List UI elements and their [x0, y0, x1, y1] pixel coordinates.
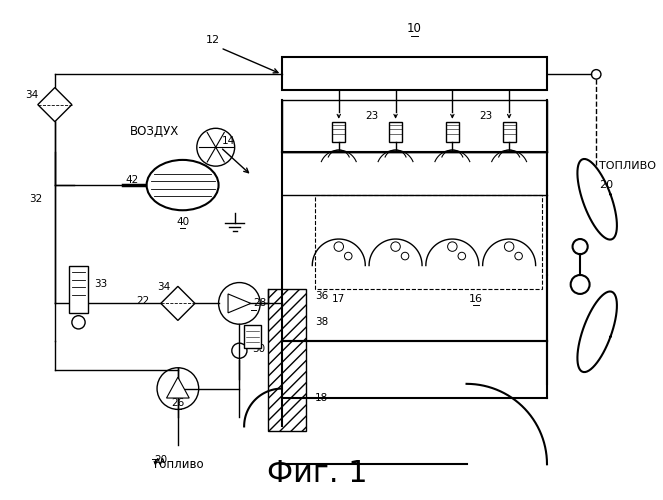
Bar [389, 122, 402, 142]
Text: 26: 26 [171, 398, 184, 408]
Text: 23: 23 [365, 111, 379, 121]
Text: 20: 20 [154, 454, 167, 464]
Text: 16: 16 [469, 294, 483, 304]
Text: ТОПЛИВО: ТОПЛИВО [599, 161, 656, 171]
Text: 23: 23 [479, 111, 492, 121]
Polygon shape [228, 294, 251, 313]
Text: 18: 18 [315, 393, 328, 403]
Bar [69, 266, 88, 313]
Bar [315, 194, 542, 289]
Text: 14: 14 [221, 136, 235, 145]
Polygon shape [161, 286, 195, 320]
Bar [268, 289, 306, 431]
Bar [282, 58, 547, 90]
Bar [332, 122, 345, 142]
Text: 30: 30 [253, 344, 266, 354]
Text: ВОЗДУХ: ВОЗДУХ [129, 124, 179, 138]
Text: 20: 20 [599, 180, 614, 190]
Text: 17: 17 [332, 294, 345, 304]
Ellipse shape [147, 160, 219, 210]
Text: 38: 38 [315, 318, 328, 328]
Text: 42: 42 [126, 176, 139, 186]
Polygon shape [577, 159, 617, 240]
Text: 32: 32 [29, 194, 42, 204]
Text: 33: 33 [95, 280, 108, 289]
Text: 24: 24 [407, 68, 422, 81]
Text: 10: 10 [407, 22, 422, 36]
Text: Топливо: Топливо [152, 458, 204, 471]
Text: 34: 34 [25, 90, 38, 100]
Text: 40: 40 [176, 216, 189, 226]
Text: 36: 36 [315, 291, 328, 301]
Text: 28: 28 [253, 298, 267, 308]
Bar [446, 122, 459, 142]
Polygon shape [166, 377, 189, 398]
Polygon shape [38, 88, 72, 122]
Polygon shape [577, 292, 617, 372]
Text: Фиг. 1: Фиг. 1 [267, 460, 367, 488]
Bar [282, 100, 547, 152]
Text: 12: 12 [206, 36, 220, 46]
Bar [244, 325, 261, 348]
Bar [503, 122, 516, 142]
Text: 34: 34 [157, 282, 170, 292]
Text: 22: 22 [136, 296, 149, 306]
